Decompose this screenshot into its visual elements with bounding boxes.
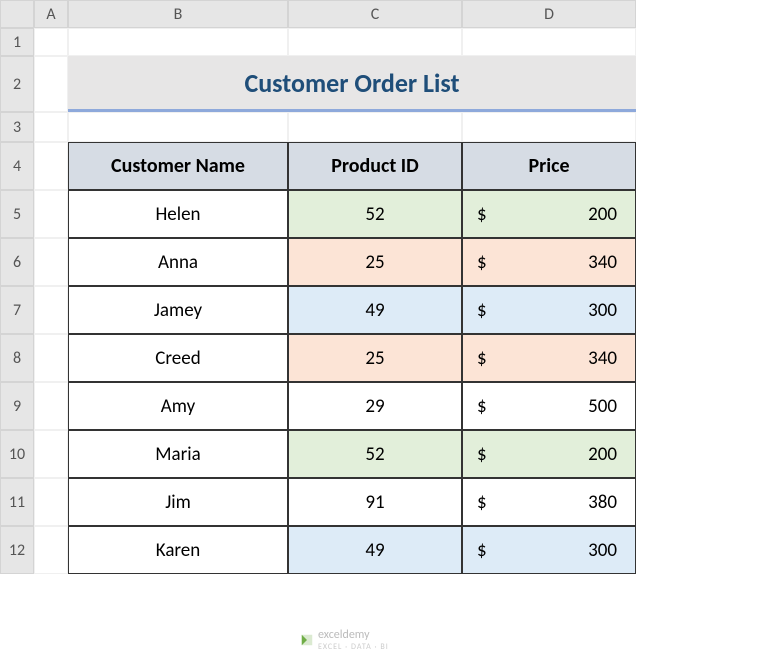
title-cell[interactable]: Customer Order List: [68, 56, 636, 112]
row-header-3[interactable]: 3: [0, 112, 34, 142]
row-header-1[interactable]: 1: [0, 28, 34, 56]
cell-product-id[interactable]: 29: [288, 382, 462, 430]
cell-A3[interactable]: [34, 112, 68, 142]
cell-A6[interactable]: [34, 238, 68, 286]
currency-symbol: $: [477, 395, 487, 418]
spreadsheet-grid[interactable]: A B C D 1 2 Customer Order List 3 4 Cust…: [0, 0, 767, 574]
cell-price[interactable]: $200: [462, 190, 636, 238]
cell-price[interactable]: $500: [462, 382, 636, 430]
currency-symbol: $: [477, 347, 487, 370]
row-header-7[interactable]: 7: [0, 286, 34, 334]
col-header-A[interactable]: A: [34, 0, 68, 28]
price-value: 340: [588, 347, 617, 370]
watermark: exceldemy EXCEL · DATA · BI: [300, 628, 389, 652]
currency-symbol: $: [477, 539, 487, 562]
cell-A12[interactable]: [34, 526, 68, 574]
cell-product-id[interactable]: 25: [288, 238, 462, 286]
select-all-corner[interactable]: [0, 0, 34, 28]
row-header-11[interactable]: 11: [0, 478, 34, 526]
col-header-D[interactable]: D: [462, 0, 636, 28]
col-header-B[interactable]: B: [68, 0, 288, 28]
cell-price[interactable]: $340: [462, 334, 636, 382]
cell-A5[interactable]: [34, 190, 68, 238]
cell-D1[interactable]: [462, 28, 636, 56]
cell-C3[interactable]: [288, 112, 462, 142]
cell-customer-name[interactable]: Anna: [68, 238, 288, 286]
cell-product-id[interactable]: 49: [288, 526, 462, 574]
watermark-brand: exceldemy: [318, 628, 370, 642]
row-header-2[interactable]: 2: [0, 56, 34, 112]
cell-price[interactable]: $200: [462, 430, 636, 478]
cell-customer-name[interactable]: Karen: [68, 526, 288, 574]
header-customer-name[interactable]: Customer Name: [68, 142, 288, 190]
cell-product-id[interactable]: 25: [288, 334, 462, 382]
cell-price[interactable]: $380: [462, 478, 636, 526]
cell-price[interactable]: $300: [462, 526, 636, 574]
header-product-id[interactable]: Product ID: [288, 142, 462, 190]
cell-A11[interactable]: [34, 478, 68, 526]
cell-customer-name[interactable]: Amy: [68, 382, 288, 430]
cell-price[interactable]: $340: [462, 238, 636, 286]
price-value: 300: [588, 539, 617, 562]
cell-price[interactable]: $300: [462, 286, 636, 334]
cell-D3[interactable]: [462, 112, 636, 142]
cell-product-id[interactable]: 52: [288, 430, 462, 478]
header-price[interactable]: Price: [462, 142, 636, 190]
cell-A2[interactable]: [34, 56, 68, 112]
row-header-8[interactable]: 8: [0, 334, 34, 382]
price-value: 200: [588, 203, 617, 226]
cell-A9[interactable]: [34, 382, 68, 430]
row-header-10[interactable]: 10: [0, 430, 34, 478]
cell-customer-name[interactable]: Maria: [68, 430, 288, 478]
currency-symbol: $: [477, 491, 487, 514]
row-header-5[interactable]: 5: [0, 190, 34, 238]
price-value: 500: [588, 395, 617, 418]
currency-symbol: $: [477, 443, 487, 466]
cell-A10[interactable]: [34, 430, 68, 478]
cell-product-id[interactable]: 52: [288, 190, 462, 238]
cell-customer-name[interactable]: Jim: [68, 478, 288, 526]
row-header-9[interactable]: 9: [0, 382, 34, 430]
price-value: 380: [588, 491, 617, 514]
watermark-logo-icon: [300, 633, 314, 647]
price-value: 300: [588, 299, 617, 322]
currency-symbol: $: [477, 203, 487, 226]
currency-symbol: $: [477, 251, 487, 274]
cell-product-id[interactable]: 49: [288, 286, 462, 334]
cell-A7[interactable]: [34, 286, 68, 334]
cell-A8[interactable]: [34, 334, 68, 382]
cell-customer-name[interactable]: Helen: [68, 190, 288, 238]
currency-symbol: $: [477, 299, 487, 322]
cell-B3[interactable]: [68, 112, 288, 142]
cell-customer-name[interactable]: Jamey: [68, 286, 288, 334]
cell-product-id[interactable]: 91: [288, 478, 462, 526]
cell-A4[interactable]: [34, 142, 68, 190]
col-header-C[interactable]: C: [288, 0, 462, 28]
watermark-sub: EXCEL · DATA · BI: [318, 642, 389, 652]
row-header-6[interactable]: 6: [0, 238, 34, 286]
price-value: 340: [588, 251, 617, 274]
cell-B1[interactable]: [68, 28, 288, 56]
cell-customer-name[interactable]: Creed: [68, 334, 288, 382]
cell-A1[interactable]: [34, 28, 68, 56]
price-value: 200: [588, 443, 617, 466]
row-header-4[interactable]: 4: [0, 142, 34, 190]
cell-C1[interactable]: [288, 28, 462, 56]
row-header-12[interactable]: 12: [0, 526, 34, 574]
